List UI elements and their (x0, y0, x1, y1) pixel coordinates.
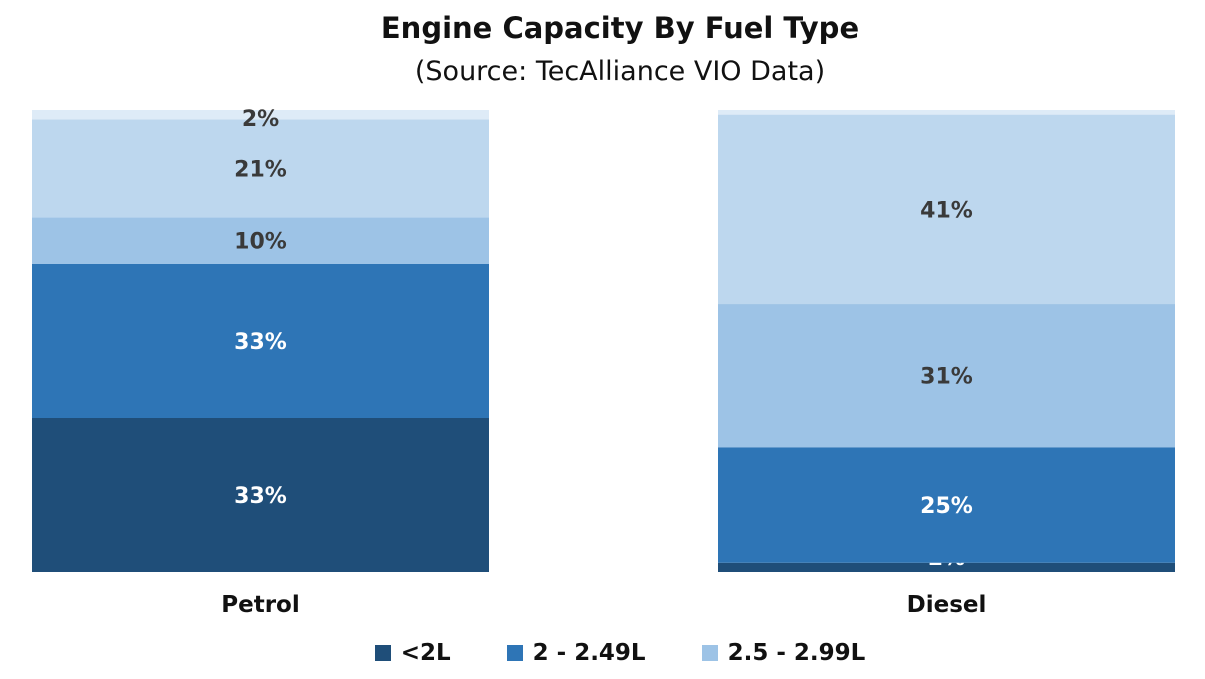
data-label-diesel-3: 41% (920, 198, 973, 223)
legend: <2L 2 - 2.49L 2.5 - 2.99L (0, 636, 1205, 670)
data-label-diesel-1: 25% (920, 494, 973, 519)
bar-segment-diesel-0 (718, 562, 1175, 572)
bar-segment-diesel-4 (718, 110, 1175, 115)
legend-item-2-2-49l: 2 - 2.49L (506, 640, 646, 666)
data-label-petrol-4: 2% (242, 107, 279, 132)
bar-segment-diesel-3 (718, 114, 1175, 305)
chart-subtitle: (Source: TecAlliance VIO Data) (414, 56, 826, 87)
bar-segment-petrol-0 (32, 418, 489, 572)
data-label-petrol-1: 33% (234, 330, 287, 355)
bar-segment-diesel-2 (718, 304, 1175, 448)
bar-segment-petrol-1 (32, 264, 489, 418)
legend-item-lt-2l: <2L (374, 640, 451, 666)
bar-segment-petrol-4 (32, 110, 489, 120)
legend-swatch-lt-2l (374, 645, 391, 661)
bar-segment-petrol-3 (32, 119, 489, 218)
data-label-petrol-3: 21% (234, 157, 287, 182)
legend-label-2-5-2-99l: 2.5 - 2.99L (727, 640, 866, 666)
category-label-petrol: Petrol (221, 592, 299, 618)
category-label-diesel: Diesel (907, 592, 987, 618)
bar-segment-petrol-2 (32, 217, 489, 264)
chart-title: Engine Capacity By Fuel Type (380, 11, 860, 45)
legend-swatch-2-2-49l (506, 645, 523, 661)
legend-item-2-5-2-99l: 2.5 - 2.99L (701, 640, 866, 666)
legend-label-2-2-49l: 2 - 2.49L (532, 640, 646, 666)
data-label-petrol-0: 33% (234, 484, 287, 509)
legend-swatch-2-5-2-99l (701, 645, 718, 661)
data-label-petrol-2: 10% (234, 230, 287, 255)
legend-label-lt-2l: <2L (400, 640, 451, 666)
bar-segment-diesel-1 (718, 447, 1175, 563)
data-label-diesel-2: 31% (920, 365, 973, 390)
